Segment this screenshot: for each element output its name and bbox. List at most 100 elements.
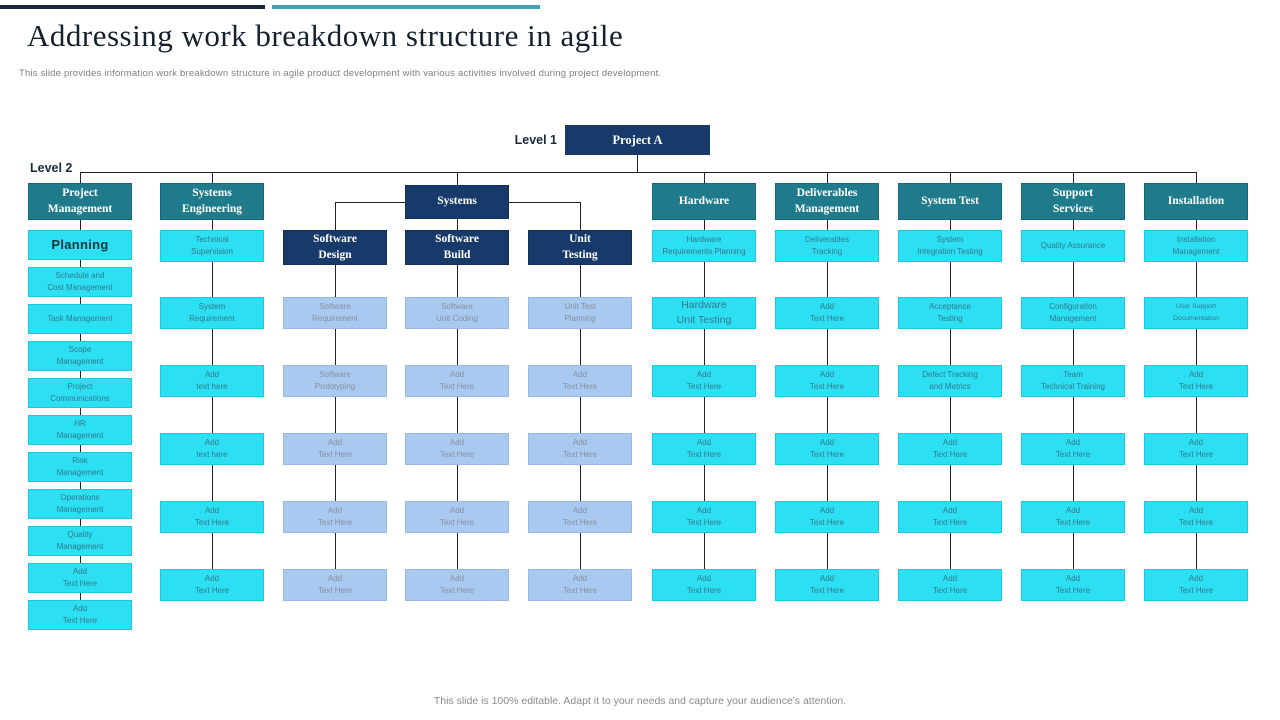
wbs-cell-software-design-3: Add Text Here <box>283 433 387 465</box>
connector-line <box>80 593 81 600</box>
wbs-cell-installation-6: Add Text Here <box>1144 569 1248 601</box>
top-accent-bar-cyan <box>272 5 540 9</box>
connector-line <box>950 533 951 569</box>
connector-line <box>80 220 81 230</box>
wbs-cell-systems-engineering-4: Add text here <box>160 433 264 465</box>
wbs-cell-installation-1: Installation Management <box>1144 230 1248 262</box>
connector-line <box>457 219 458 230</box>
wbs-cell-system-test-3: Defect Tracking and Metrics <box>898 365 1002 397</box>
wbs-cell-system-test-6: Add Text Here <box>898 569 1002 601</box>
connector-line <box>704 329 705 365</box>
connector-line <box>80 172 81 183</box>
connector-line <box>212 533 213 569</box>
level1-label: Level 1 <box>514 133 557 147</box>
wbs-cell-project-management-2: Schedule and Cost Management <box>28 267 132 297</box>
connector-line <box>580 533 581 569</box>
wbs-cell-software-build-5: Add Text Here <box>405 569 509 601</box>
wbs-cell-systems-engineering-3: Add text here <box>160 365 264 397</box>
connector-line <box>212 220 213 230</box>
connector-line <box>580 265 581 297</box>
connector-line <box>457 397 458 433</box>
connector-line <box>1073 465 1074 501</box>
connector-line <box>212 172 213 183</box>
wbs-cell-software-build-2: Add Text Here <box>405 365 509 397</box>
connector-line <box>80 371 81 378</box>
wbs-cell-support-services-5: Add Text Here <box>1021 501 1125 533</box>
wbs-cell-software-design-1: Software Requirement <box>283 297 387 329</box>
wbs-cell-installation-4: Add Text Here <box>1144 433 1248 465</box>
connector-line <box>704 397 705 433</box>
wbs-cell-support-services-6: Add Text Here <box>1021 569 1125 601</box>
connector-line <box>827 172 828 183</box>
wbs-cell-unit-testing-1: Unit Test Planning <box>528 297 632 329</box>
connector-line <box>335 329 336 365</box>
wbs-cell-hardware-1: Hardware Requirements Planning <box>652 230 756 262</box>
connector-line <box>1196 262 1197 297</box>
wbs-cell-systems-engineering-5: Add Text Here <box>160 501 264 533</box>
connector-line <box>509 202 580 203</box>
connector-line <box>827 220 828 230</box>
connector-line <box>80 172 1196 173</box>
connector-line <box>1196 533 1197 569</box>
connector-line <box>335 265 336 297</box>
wbs-cell-support-services-1: Quality Assurance <box>1021 230 1125 262</box>
connector-line <box>1073 262 1074 297</box>
footer-note: This slide is 100% editable. Adapt it to… <box>433 695 847 707</box>
column-header-software-build: Software Build <box>405 230 509 265</box>
connector-line <box>80 482 81 489</box>
column-header-systems-engineering: Systems Engineering <box>160 183 264 220</box>
wbs-cell-support-services-3: Team Technical Training <box>1021 365 1125 397</box>
level2-label: Level 2 <box>30 161 73 175</box>
wbs-cell-deliverables-management-3: Add Text Here <box>775 365 879 397</box>
wbs-cell-deliverables-management-5: Add Text Here <box>775 501 879 533</box>
wbs-cell-installation-2: User Support Documentation <box>1144 297 1248 329</box>
wbs-cell-hardware-2: Hardware Unit Testing <box>652 297 756 329</box>
connector-line <box>827 397 828 433</box>
wbs-cell-project-management-7: Risk Management <box>28 452 132 482</box>
connector-line <box>80 408 81 415</box>
wbs-cell-project-management-11: Add Text Here <box>28 600 132 630</box>
connector-line <box>1073 533 1074 569</box>
wbs-cell-project-management-9: Quality Management <box>28 526 132 556</box>
wbs-cell-project-management-10: Add Text Here <box>28 563 132 593</box>
wbs-cell-systems-engineering-6: Add Text Here <box>160 569 264 601</box>
connector-line <box>580 202 581 230</box>
connector-line <box>580 397 581 433</box>
page-title: Addressing work breakdown structure in a… <box>27 18 624 53</box>
connector-line <box>212 397 213 433</box>
connector-line <box>580 329 581 365</box>
column-header-system-test: System Test <box>898 183 1002 220</box>
connector-line <box>1196 172 1197 183</box>
column-header-software-design: Software Design <box>283 230 387 265</box>
connector-line <box>1073 220 1074 230</box>
connector-line <box>580 465 581 501</box>
connector-line <box>704 220 705 230</box>
top-accent-bar-navy <box>0 5 265 9</box>
connector-line <box>1196 220 1197 230</box>
wbs-cell-installation-3: Add Text Here <box>1144 365 1248 397</box>
wbs-cell-software-build-4: Add Text Here <box>405 501 509 533</box>
connector-line <box>212 465 213 501</box>
connector-line <box>335 397 336 433</box>
wbs-cell-unit-testing-3: Add Text Here <box>528 433 632 465</box>
connector-line <box>80 445 81 452</box>
connector-line <box>1196 465 1197 501</box>
connector-line <box>80 260 81 267</box>
wbs-cell-unit-testing-4: Add Text Here <box>528 501 632 533</box>
column-header-hardware: Hardware <box>652 183 756 220</box>
connector-line <box>1073 397 1074 433</box>
connector-line <box>704 172 705 183</box>
connector-line <box>212 262 213 297</box>
connector-line <box>827 533 828 569</box>
wbs-cell-support-services-4: Add Text Here <box>1021 433 1125 465</box>
connector-line <box>704 465 705 501</box>
wbs-cell-deliverables-management-6: Add Text Here <box>775 569 879 601</box>
connector-line <box>950 220 951 230</box>
wbs-cell-unit-testing-5: Add Text Here <box>528 569 632 601</box>
wbs-cell-hardware-3: Add Text Here <box>652 365 756 397</box>
connector-line <box>80 334 81 341</box>
wbs-cell-support-services-2: Configuration Management <box>1021 297 1125 329</box>
wbs-cell-software-build-1: Software Unit Coding <box>405 297 509 329</box>
